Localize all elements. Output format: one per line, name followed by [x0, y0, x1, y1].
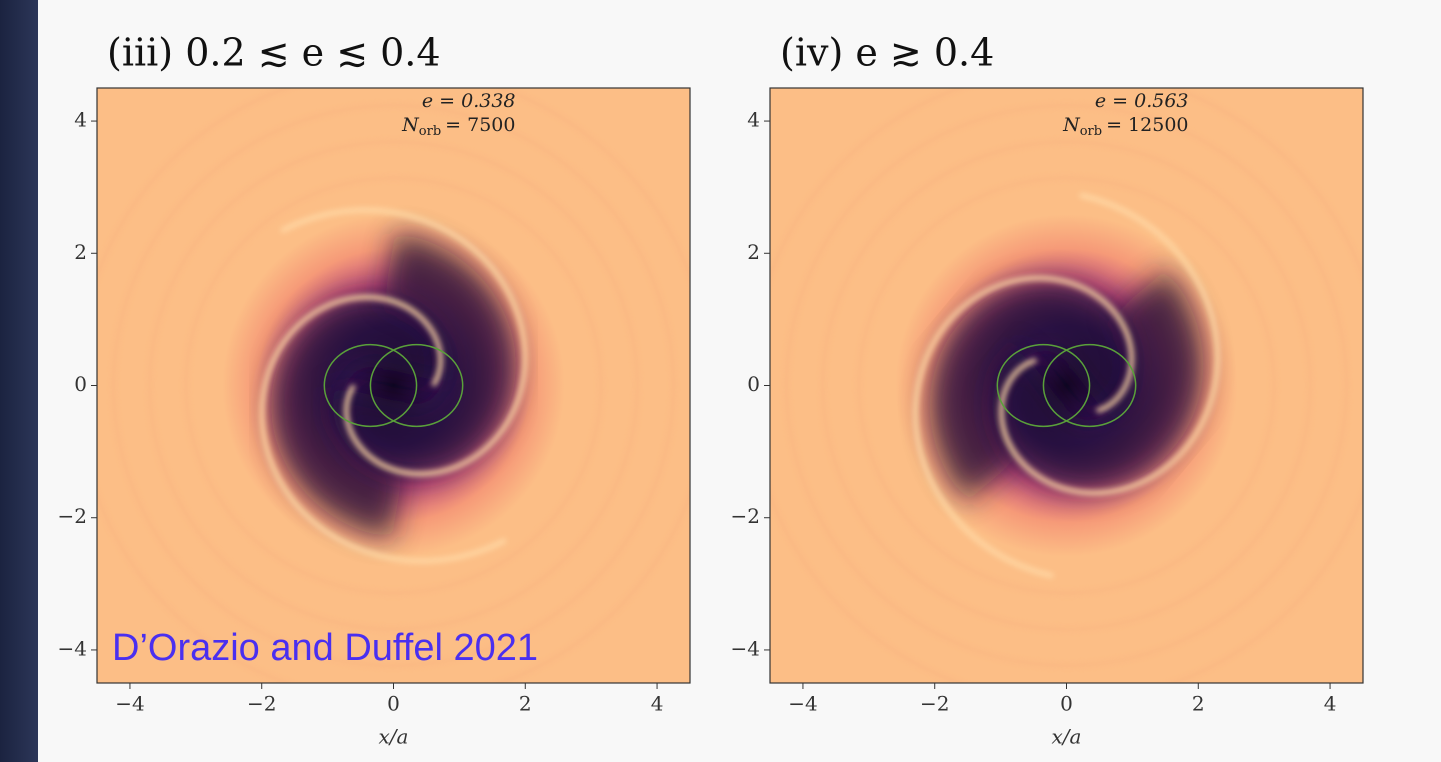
orbit [1042, 343, 1137, 428]
ripple [148, 140, 639, 631]
y-tick-label: 4 [747, 108, 760, 132]
spiral-arms [912, 192, 1221, 579]
x-tick-label: −4 [115, 692, 144, 716]
slide-edge [0, 0, 38, 762]
dark-arm [929, 280, 1141, 502]
orbit [369, 343, 464, 428]
ripple [184, 176, 603, 595]
y-tick-label: 2 [747, 240, 760, 264]
eccentricity-label: e = 0.563 [1095, 90, 1189, 112]
orbits-label: Norb = 12500 [1062, 114, 1188, 139]
y-tick-label: 0 [747, 372, 760, 396]
y-tick-label: −4 [58, 636, 87, 660]
orbits-subscript: orb [1080, 124, 1102, 139]
dark-arm [332, 232, 516, 477]
x-tick-label: 0 [1060, 692, 1073, 716]
orbits-symbol: N [1062, 114, 1081, 136]
orbit [996, 343, 1091, 428]
panel-title: (iii) 0.2 ≲ e ≲ 0.4 [107, 31, 441, 75]
ripple [821, 140, 1312, 631]
x-tick-label: 2 [519, 692, 532, 716]
y-tick-label: 2 [74, 240, 87, 264]
y-tick-label: −4 [731, 636, 760, 660]
citation: D’Orazio and Duffel 2021 [112, 627, 538, 669]
orbits-value: = 7500 [445, 114, 515, 136]
panel-title: (iv) e ≳ 0.4 [780, 31, 994, 75]
orbits-subscript: orb [419, 124, 441, 139]
orbits-label: Norb = 7500 [401, 114, 515, 139]
dark-arm [992, 269, 1204, 491]
shock-front [998, 192, 1221, 496]
shock-front [259, 294, 507, 564]
density-map [770, 88, 1363, 683]
x-tick-label: 4 [651, 692, 664, 716]
ripple [111, 103, 676, 668]
orbit [323, 343, 418, 428]
y-tick-label: 4 [74, 108, 87, 132]
x-tick-label: 4 [1324, 692, 1337, 716]
shock-front [280, 207, 528, 477]
x-tick-label: −2 [247, 692, 276, 716]
ripple [784, 103, 1349, 668]
ripple [857, 176, 1276, 595]
x-axis-label: x/a [379, 725, 409, 749]
dark-arm [271, 294, 455, 539]
x-tick-label: 0 [387, 692, 400, 716]
density-map [97, 88, 690, 683]
x-tick-label: 2 [1192, 692, 1205, 716]
y-tick-label: −2 [731, 504, 760, 528]
x-tick-label: −2 [920, 692, 949, 716]
orbits-symbol: N [401, 114, 420, 136]
x-tick-label: −4 [788, 692, 817, 716]
y-tick-label: −2 [58, 504, 87, 528]
x-axis-label: x/a [1052, 725, 1082, 749]
orbits-value: = 12500 [1106, 114, 1188, 136]
spiral-arms [259, 207, 528, 564]
eccentricity-label: e = 0.338 [422, 90, 516, 112]
y-tick-label: 0 [74, 372, 87, 396]
shock-front [912, 275, 1135, 579]
